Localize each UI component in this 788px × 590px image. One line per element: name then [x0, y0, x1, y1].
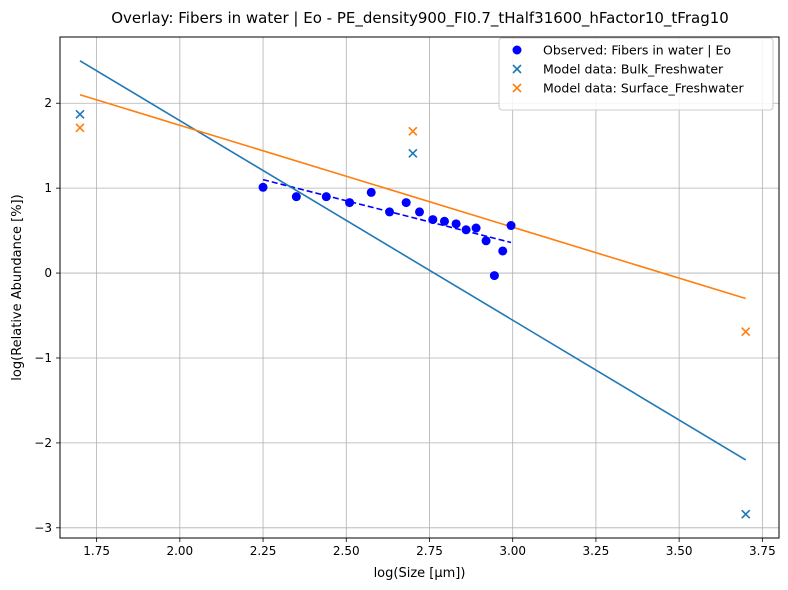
legend-marker [512, 83, 522, 93]
y-axis-label: log(Relative Abundance [%]) [10, 194, 25, 380]
model-point [741, 509, 751, 519]
x-tick-label: 3.25 [583, 544, 610, 558]
model-point [75, 109, 85, 119]
legend-marker [512, 45, 522, 55]
observed-point [415, 207, 424, 217]
x-tick-label: 1.75 [83, 544, 110, 558]
x-axis-label: log(Size [µm]) [374, 566, 466, 581]
observed-point [481, 236, 491, 246]
x-axis: 1.75 2.00 2.25 2.50 2.75 3.00 3.25 3.50 3.75 [83, 538, 776, 558]
x-tick-label: 3.50 [666, 544, 693, 558]
y-axis: −3 −2 −1 0 1 2 [34, 96, 60, 535]
observed-point [291, 192, 301, 202]
y-tick-label: 1 [44, 181, 52, 195]
plot-frame [59, 36, 780, 539]
observed-point [401, 198, 411, 208]
data-marks [75, 109, 751, 519]
legend: Observed: Fibers in water | Eo Model data… [498, 37, 774, 111]
fit-line [79, 60, 747, 461]
model-point [75, 123, 85, 133]
model-point [408, 148, 418, 158]
y-tick-label: −2 [34, 436, 52, 450]
observed-point [471, 223, 481, 233]
observed-point [461, 225, 471, 235]
x-tick-label: 2.00 [166, 544, 193, 558]
chart-title: Overlay: Fibers in water | Eo - PE_densi… [111, 9, 729, 28]
observed-point [498, 246, 508, 256]
legend-box [498, 37, 774, 111]
observed-point [385, 207, 395, 217]
observed-point [506, 221, 516, 231]
legend-label: Observed: Fibers in water | Eo [543, 43, 731, 58]
model-point [408, 126, 418, 136]
y-tick-label: −1 [34, 351, 52, 365]
y-tick-label: 2 [44, 96, 52, 110]
observed-point [451, 219, 461, 229]
observed-point [321, 192, 331, 202]
observed-point [439, 216, 449, 226]
legend-label: Model data: Bulk_Freshwater [543, 62, 724, 77]
observed-point [489, 271, 499, 281]
legend-marker [512, 64, 522, 74]
observed-point [345, 198, 355, 208]
x-tick-label: 2.25 [250, 544, 277, 558]
observed-point [366, 187, 376, 197]
observed-point [428, 215, 438, 225]
y-tick-label: −3 [34, 521, 52, 535]
x-tick-label: 2.75 [416, 544, 443, 558]
observed-point [258, 182, 268, 192]
fit-line [79, 93, 746, 300]
x-tick-label: 2.50 [333, 544, 360, 558]
model-point [741, 327, 751, 337]
x-tick-label: 3.75 [749, 544, 776, 558]
grid [60, 37, 779, 538]
x-tick-label: 3.00 [499, 544, 526, 558]
y-tick-label: 0 [44, 266, 52, 280]
legend-label: Model data: Surface_Freshwater [543, 81, 744, 96]
